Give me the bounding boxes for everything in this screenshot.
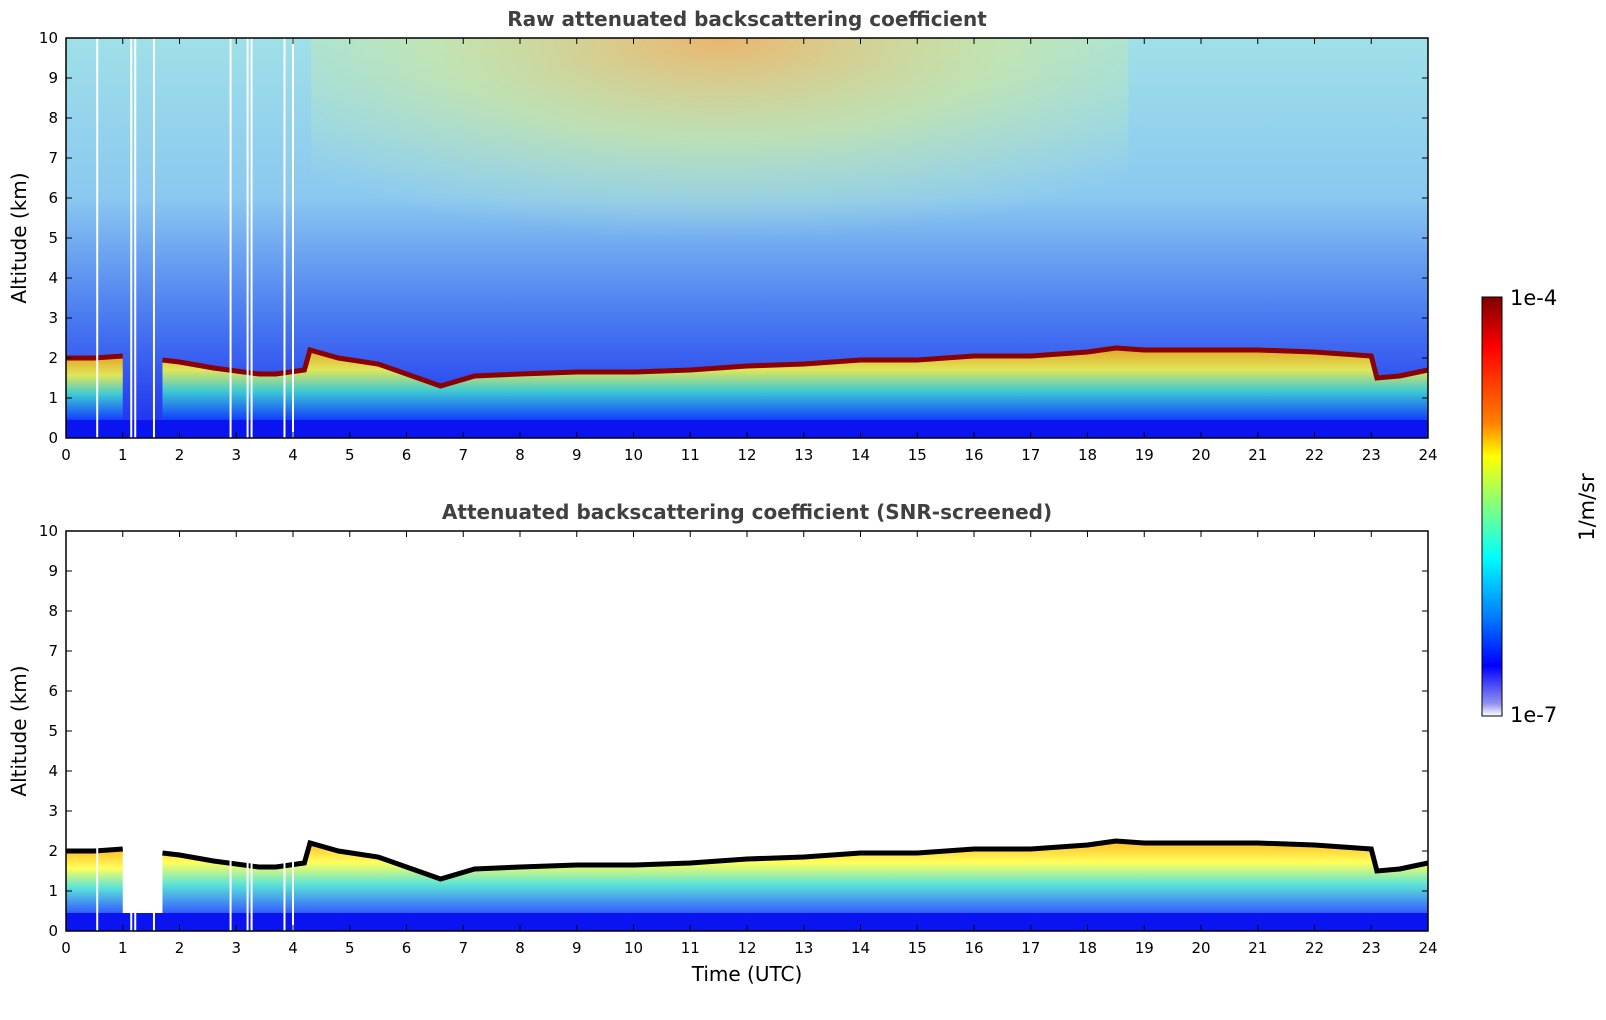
x-tick-label: 0 bbox=[61, 939, 71, 957]
x-tick-label: 11 bbox=[681, 446, 700, 464]
x-tick-label: 12 bbox=[737, 446, 756, 464]
y-tick-label: 0 bbox=[48, 429, 58, 447]
x-tick-label: 23 bbox=[1362, 939, 1381, 957]
x-tick-label: 24 bbox=[1418, 446, 1437, 464]
x-tick-label: 2 bbox=[175, 446, 185, 464]
y-tick-label: 1 bbox=[48, 389, 58, 407]
aerosol-layer-body bbox=[66, 356, 123, 420]
x-tick-label: 22 bbox=[1305, 939, 1324, 957]
x-tick-label: 0 bbox=[61, 446, 71, 464]
x-tick-label: 18 bbox=[1078, 939, 1097, 957]
y-tick-label: 2 bbox=[48, 842, 58, 860]
y-tick-label: 10 bbox=[39, 29, 58, 47]
x-tick-label: 16 bbox=[964, 446, 983, 464]
y-tick-label: 8 bbox=[48, 109, 58, 127]
x-tick-label: 19 bbox=[1135, 939, 1154, 957]
panel-raw: 0 1 2 3 4 5 6 7 8 9 10 11 12 13 14 15 16 17 18 19 20 21 22 23 24… bbox=[7, 7, 1438, 464]
colorbar-unit-label: 1/m/sr bbox=[1575, 473, 1599, 541]
y-tick-label: 3 bbox=[48, 802, 58, 820]
x-tick-label: 13 bbox=[794, 446, 813, 464]
x-tick-label: 15 bbox=[908, 939, 927, 957]
x-tick-label: 20 bbox=[1191, 446, 1210, 464]
x-tick-label: 9 bbox=[572, 446, 582, 464]
aerosol-layer-body bbox=[162, 348, 1429, 420]
x-tick-label: 13 bbox=[794, 939, 813, 957]
x-tick-label: 15 bbox=[908, 446, 927, 464]
y-tick-label: 6 bbox=[48, 682, 58, 700]
y-tick-label: 6 bbox=[48, 189, 58, 207]
y-tick-label: 4 bbox=[48, 762, 58, 780]
x-tick-label: 8 bbox=[515, 446, 525, 464]
y-tick-label: 5 bbox=[48, 722, 58, 740]
x-tick-label: 23 bbox=[1362, 446, 1381, 464]
raw-chart-title: Raw attenuated backscattering coefficien… bbox=[507, 7, 987, 31]
y-tick-label: 9 bbox=[48, 562, 58, 580]
x-tick-label: 17 bbox=[1021, 939, 1040, 957]
x-tick-label: 6 bbox=[402, 446, 412, 464]
y-tick-label: 5 bbox=[48, 229, 58, 247]
x-tick-label: 11 bbox=[681, 939, 700, 957]
aerosol-layer-body bbox=[66, 849, 123, 913]
x-tick-label: 22 bbox=[1305, 446, 1324, 464]
snr-y-axis-label: Altitude (km) bbox=[7, 665, 31, 796]
x-tick-label: 16 bbox=[964, 939, 983, 957]
x-axis-label: Time (UTC) bbox=[691, 962, 803, 986]
y-tick-label: 7 bbox=[48, 642, 58, 660]
x-tick-label: 7 bbox=[458, 939, 468, 957]
panel-snr: 0 1 2 3 4 5 6 7 8 9 10 11 12 13 14 15 16 17 18 19 20 21 22 23 24… bbox=[7, 500, 1438, 986]
aerosol-layer-body bbox=[162, 841, 1429, 913]
colorbar: 1e-4 1e-7 1/m/sr bbox=[1481, 286, 1599, 727]
x-tick-label: 19 bbox=[1135, 446, 1154, 464]
colorbar-max-label: 1e-4 bbox=[1510, 286, 1557, 310]
y-tick-label: 7 bbox=[48, 149, 58, 167]
y-tick-label: 1 bbox=[48, 882, 58, 900]
x-tick-label: 3 bbox=[231, 939, 241, 957]
x-tick-label: 14 bbox=[851, 446, 870, 464]
y-tick-label: 9 bbox=[48, 69, 58, 87]
x-tick-label: 2 bbox=[175, 939, 185, 957]
x-tick-label: 12 bbox=[737, 939, 756, 957]
x-tick-label: 7 bbox=[458, 446, 468, 464]
y-tick-label: 0 bbox=[48, 922, 58, 940]
cloud-top-line bbox=[66, 353, 123, 361]
x-tick-label: 4 bbox=[288, 939, 298, 957]
x-tick-label: 5 bbox=[345, 446, 355, 464]
cloud-top-line bbox=[162, 838, 1429, 882]
y-tick-label: 10 bbox=[39, 522, 58, 540]
x-tick-label: 21 bbox=[1248, 939, 1267, 957]
x-tick-label: 6 bbox=[402, 939, 412, 957]
x-tick-label: 21 bbox=[1248, 446, 1267, 464]
x-tick-label: 8 bbox=[515, 939, 525, 957]
cloud-top-line bbox=[162, 345, 1429, 389]
x-tick-label: 17 bbox=[1021, 446, 1040, 464]
x-tick-label: 1 bbox=[118, 446, 128, 464]
colorbar-gradient bbox=[1481, 296, 1503, 717]
x-tick-label: 14 bbox=[851, 939, 870, 957]
y-tick-label: 3 bbox=[48, 309, 58, 327]
y-tick-label: 4 bbox=[48, 269, 58, 287]
raw-heatmap-upper-signal bbox=[311, 38, 1129, 326]
y-tick-label: 2 bbox=[48, 349, 58, 367]
x-tick-label: 24 bbox=[1418, 939, 1437, 957]
colorbar-min-label: 1e-7 bbox=[1510, 703, 1557, 727]
x-tick-label: 10 bbox=[624, 939, 643, 957]
x-tick-label: 9 bbox=[572, 939, 582, 957]
cloud-top-line bbox=[66, 846, 123, 854]
x-tick-label: 3 bbox=[231, 446, 241, 464]
raw-y-axis-label: Altitude (km) bbox=[7, 172, 31, 303]
x-tick-label: 20 bbox=[1191, 939, 1210, 957]
x-tick-label: 5 bbox=[345, 939, 355, 957]
x-tick-label: 10 bbox=[624, 446, 643, 464]
snr-chart-title: Attenuated backscattering coefficient (S… bbox=[442, 500, 1052, 524]
x-tick-label: 1 bbox=[118, 939, 128, 957]
y-tick-label: 8 bbox=[48, 602, 58, 620]
x-tick-label: 4 bbox=[288, 446, 298, 464]
x-tick-label: 18 bbox=[1078, 446, 1097, 464]
